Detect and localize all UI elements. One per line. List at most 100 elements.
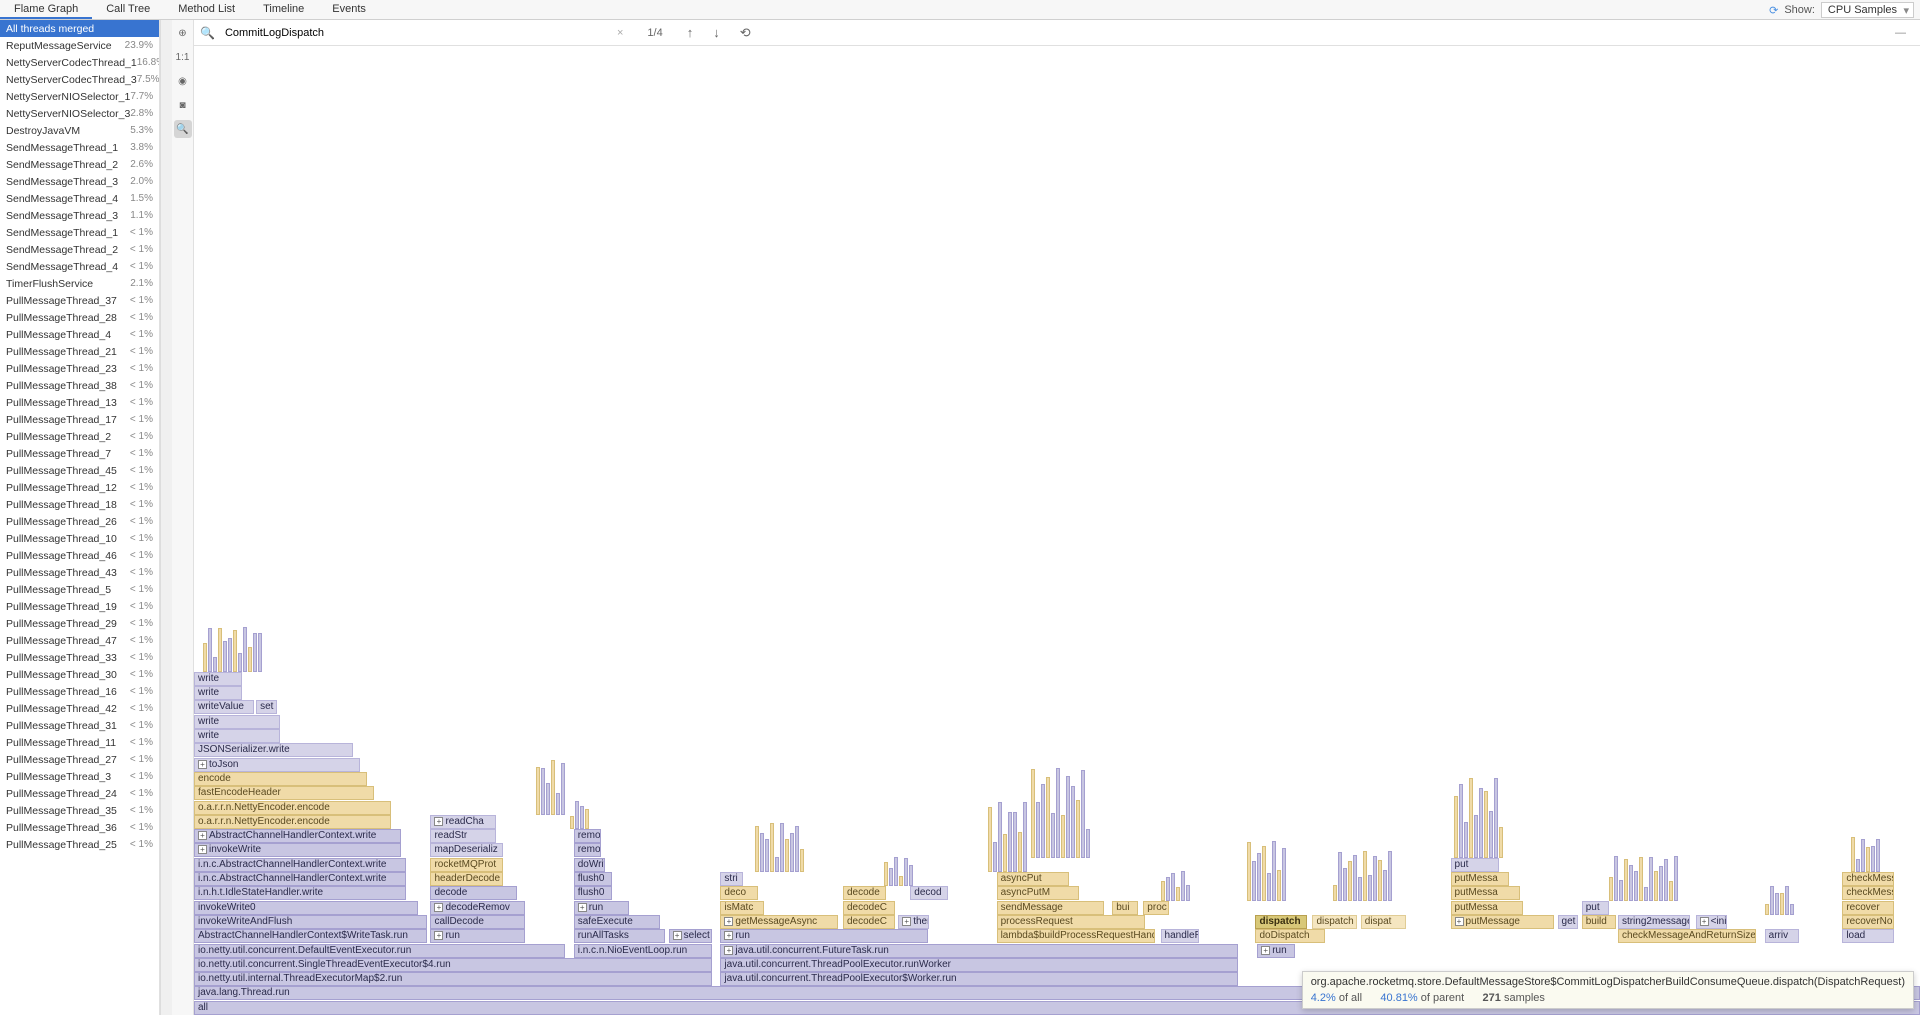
flame-frame[interactable]: +putMessage [1451,915,1555,929]
flame-frame[interactable]: fastEncodeHeader [194,786,374,800]
flame-frame[interactable]: deco [720,886,758,900]
thread-row[interactable]: PullMessageThread_24< 1% [0,785,159,802]
flame-frame[interactable]: +readCha [430,815,496,829]
flame-frame[interactable]: build [1582,915,1617,929]
search-options-icon[interactable]: ⟲ [734,25,757,41]
flame-frame[interactable]: processRequest [997,915,1145,929]
expand-icon[interactable]: + [578,903,587,912]
thread-row[interactable]: SendMessageThread_32.0% [0,173,159,190]
flame-frame[interactable]: putMessa [1451,886,1520,900]
flame-frame[interactable]: dispat [1361,915,1406,929]
flame-frame[interactable]: handleRequest [1161,929,1199,943]
flame-frame[interactable]: callDecode [430,915,525,929]
flame-frame[interactable]: +run [720,929,927,943]
eye-icon[interactable]: ◉ [174,72,192,90]
flame-frame[interactable]: java.util.concurrent.ThreadPoolExecutor$… [720,972,1238,986]
expand-icon[interactable]: + [1700,917,1709,926]
thread-row[interactable]: SendMessageThread_31.1% [0,207,159,224]
search-clear-icon[interactable]: × [611,27,629,39]
expand-icon[interactable]: + [198,831,207,840]
tab-flame-graph[interactable]: Flame Graph [0,0,92,19]
flame-frame[interactable]: put [1582,901,1610,915]
expand-icon[interactable]: + [198,760,207,769]
flame-frame[interactable]: i.n.c.n.NioEventLoop.run [574,944,712,958]
flame-frame[interactable]: io.netty.util.internal.ThreadExecutorMap… [194,972,712,986]
thread-row[interactable]: PullMessageThread_4< 1% [0,326,159,343]
thread-row[interactable]: PullMessageThread_31< 1% [0,717,159,734]
expand-icon[interactable]: + [434,931,443,940]
flame-frame[interactable]: encode [194,772,367,786]
thread-row[interactable]: PullMessageThread_36< 1% [0,819,159,836]
flame-frame[interactable]: +thenA [898,915,929,929]
thread-row[interactable]: PullMessageThread_37< 1% [0,292,159,309]
thread-row[interactable]: ReputMessageService23.9% [0,37,159,54]
thread-row[interactable]: SendMessageThread_41.5% [0,190,159,207]
expand-icon[interactable]: + [724,917,733,926]
flame-frame[interactable]: decode [430,886,516,900]
flame-frame[interactable]: o.a.r.r.n.NettyEncoder.encode [194,815,391,829]
flame-frame[interactable]: +run [574,901,629,915]
flame-frame[interactable]: +getMessageAsync [720,915,837,929]
thread-row[interactable]: SendMessageThread_13.8% [0,139,159,156]
thread-row[interactable]: PullMessageThread_29< 1% [0,615,159,632]
flame-frame[interactable]: writeValue [194,700,254,714]
thread-row[interactable]: PullMessageThread_3< 1% [0,768,159,785]
thread-row[interactable]: PullMessageThread_7< 1% [0,445,159,462]
expand-icon[interactable]: ⊕ [174,24,192,42]
thread-row[interactable]: NettyServerNIOSelector_32.8% [0,105,159,122]
flame-frame[interactable]: mapDeserializ [430,843,502,857]
flame-frame[interactable]: recoverNo [1842,915,1894,929]
thread-row[interactable]: SendMessageThread_22.6% [0,156,159,173]
thread-row[interactable]: PullMessageThread_16< 1% [0,683,159,700]
flame-frame[interactable]: dispatch [1255,915,1307,929]
flame-frame[interactable]: +AbstractChannelHandlerContext.write [194,829,401,843]
fit-icon[interactable]: 1:1 [174,48,192,66]
flame-frame[interactable]: checkMessageAndReturnSize [1618,929,1756,943]
flame-graph-canvas[interactable]: writewritewriteValuesetwritewriteJSONSer… [194,46,1920,1015]
flame-frame[interactable]: bui [1112,901,1138,915]
flame-frame[interactable]: sendMessage [997,901,1104,915]
flame-frame[interactable]: write [194,715,280,729]
expand-icon[interactable]: + [198,845,207,854]
thread-row[interactable]: PullMessageThread_30< 1% [0,666,159,683]
thread-row[interactable]: PullMessageThread_12< 1% [0,479,159,496]
thread-row[interactable]: SendMessageThread_2< 1% [0,241,159,258]
thread-row[interactable]: SendMessageThread_4< 1% [0,258,159,275]
flame-frame[interactable]: JSONSerializer.write [194,743,353,757]
expand-icon[interactable]: + [1261,946,1270,955]
thread-row[interactable]: PullMessageThread_23< 1% [0,360,159,377]
thread-row[interactable]: PullMessageThread_10< 1% [0,530,159,547]
flame-frame[interactable]: remo [574,829,602,843]
thread-row[interactable]: NettyServerCodecThread_116.8% [0,54,159,71]
flame-frame[interactable]: +toJson [194,758,360,772]
flame-frame[interactable]: get [1558,915,1579,929]
sidebar-scrollbar[interactable] [160,20,172,1015]
flame-frame[interactable]: decodeC [843,901,895,915]
expand-icon[interactable]: + [724,946,733,955]
thread-row[interactable]: PullMessageThread_25< 1% [0,836,159,853]
expand-icon[interactable]: + [1455,917,1464,926]
flame-frame[interactable]: java.util.concurrent.ThreadPoolExecutor.… [720,958,1238,972]
thread-row[interactable]: PullMessageThread_26< 1% [0,513,159,530]
thread-row[interactable]: PullMessageThread_46< 1% [0,547,159,564]
thread-row[interactable]: PullMessageThread_38< 1% [0,377,159,394]
thread-row[interactable]: DestroyJavaVM5.3% [0,122,159,139]
flame-frame[interactable]: asyncPut [997,872,1069,886]
thread-row[interactable]: NettyServerCodecThread_37.5% [0,71,159,88]
flame-frame[interactable]: +run [1257,944,1295,958]
flame-frame[interactable]: write [194,686,242,700]
thread-row[interactable]: PullMessageThread_11< 1% [0,734,159,751]
thread-row[interactable]: PullMessageThread_28< 1% [0,309,159,326]
thread-row[interactable]: SendMessageThread_1< 1% [0,224,159,241]
flame-frame[interactable]: +<ini [1696,915,1727,929]
flame-frame[interactable]: flush0 [574,872,612,886]
expand-icon[interactable]: + [673,931,682,940]
flame-frame[interactable]: putMessa [1451,901,1523,915]
flame-frame[interactable]: i.n.c.AbstractChannelHandlerContext.writ… [194,872,406,886]
tab-events[interactable]: Events [318,0,380,19]
flame-frame[interactable]: checkMess [1842,872,1894,886]
thread-row[interactable]: PullMessageThread_2< 1% [0,428,159,445]
thread-row[interactable]: PullMessageThread_17< 1% [0,411,159,428]
show-dropdown[interactable]: CPU Samples [1821,2,1914,18]
flame-frame[interactable]: load [1842,929,1894,943]
